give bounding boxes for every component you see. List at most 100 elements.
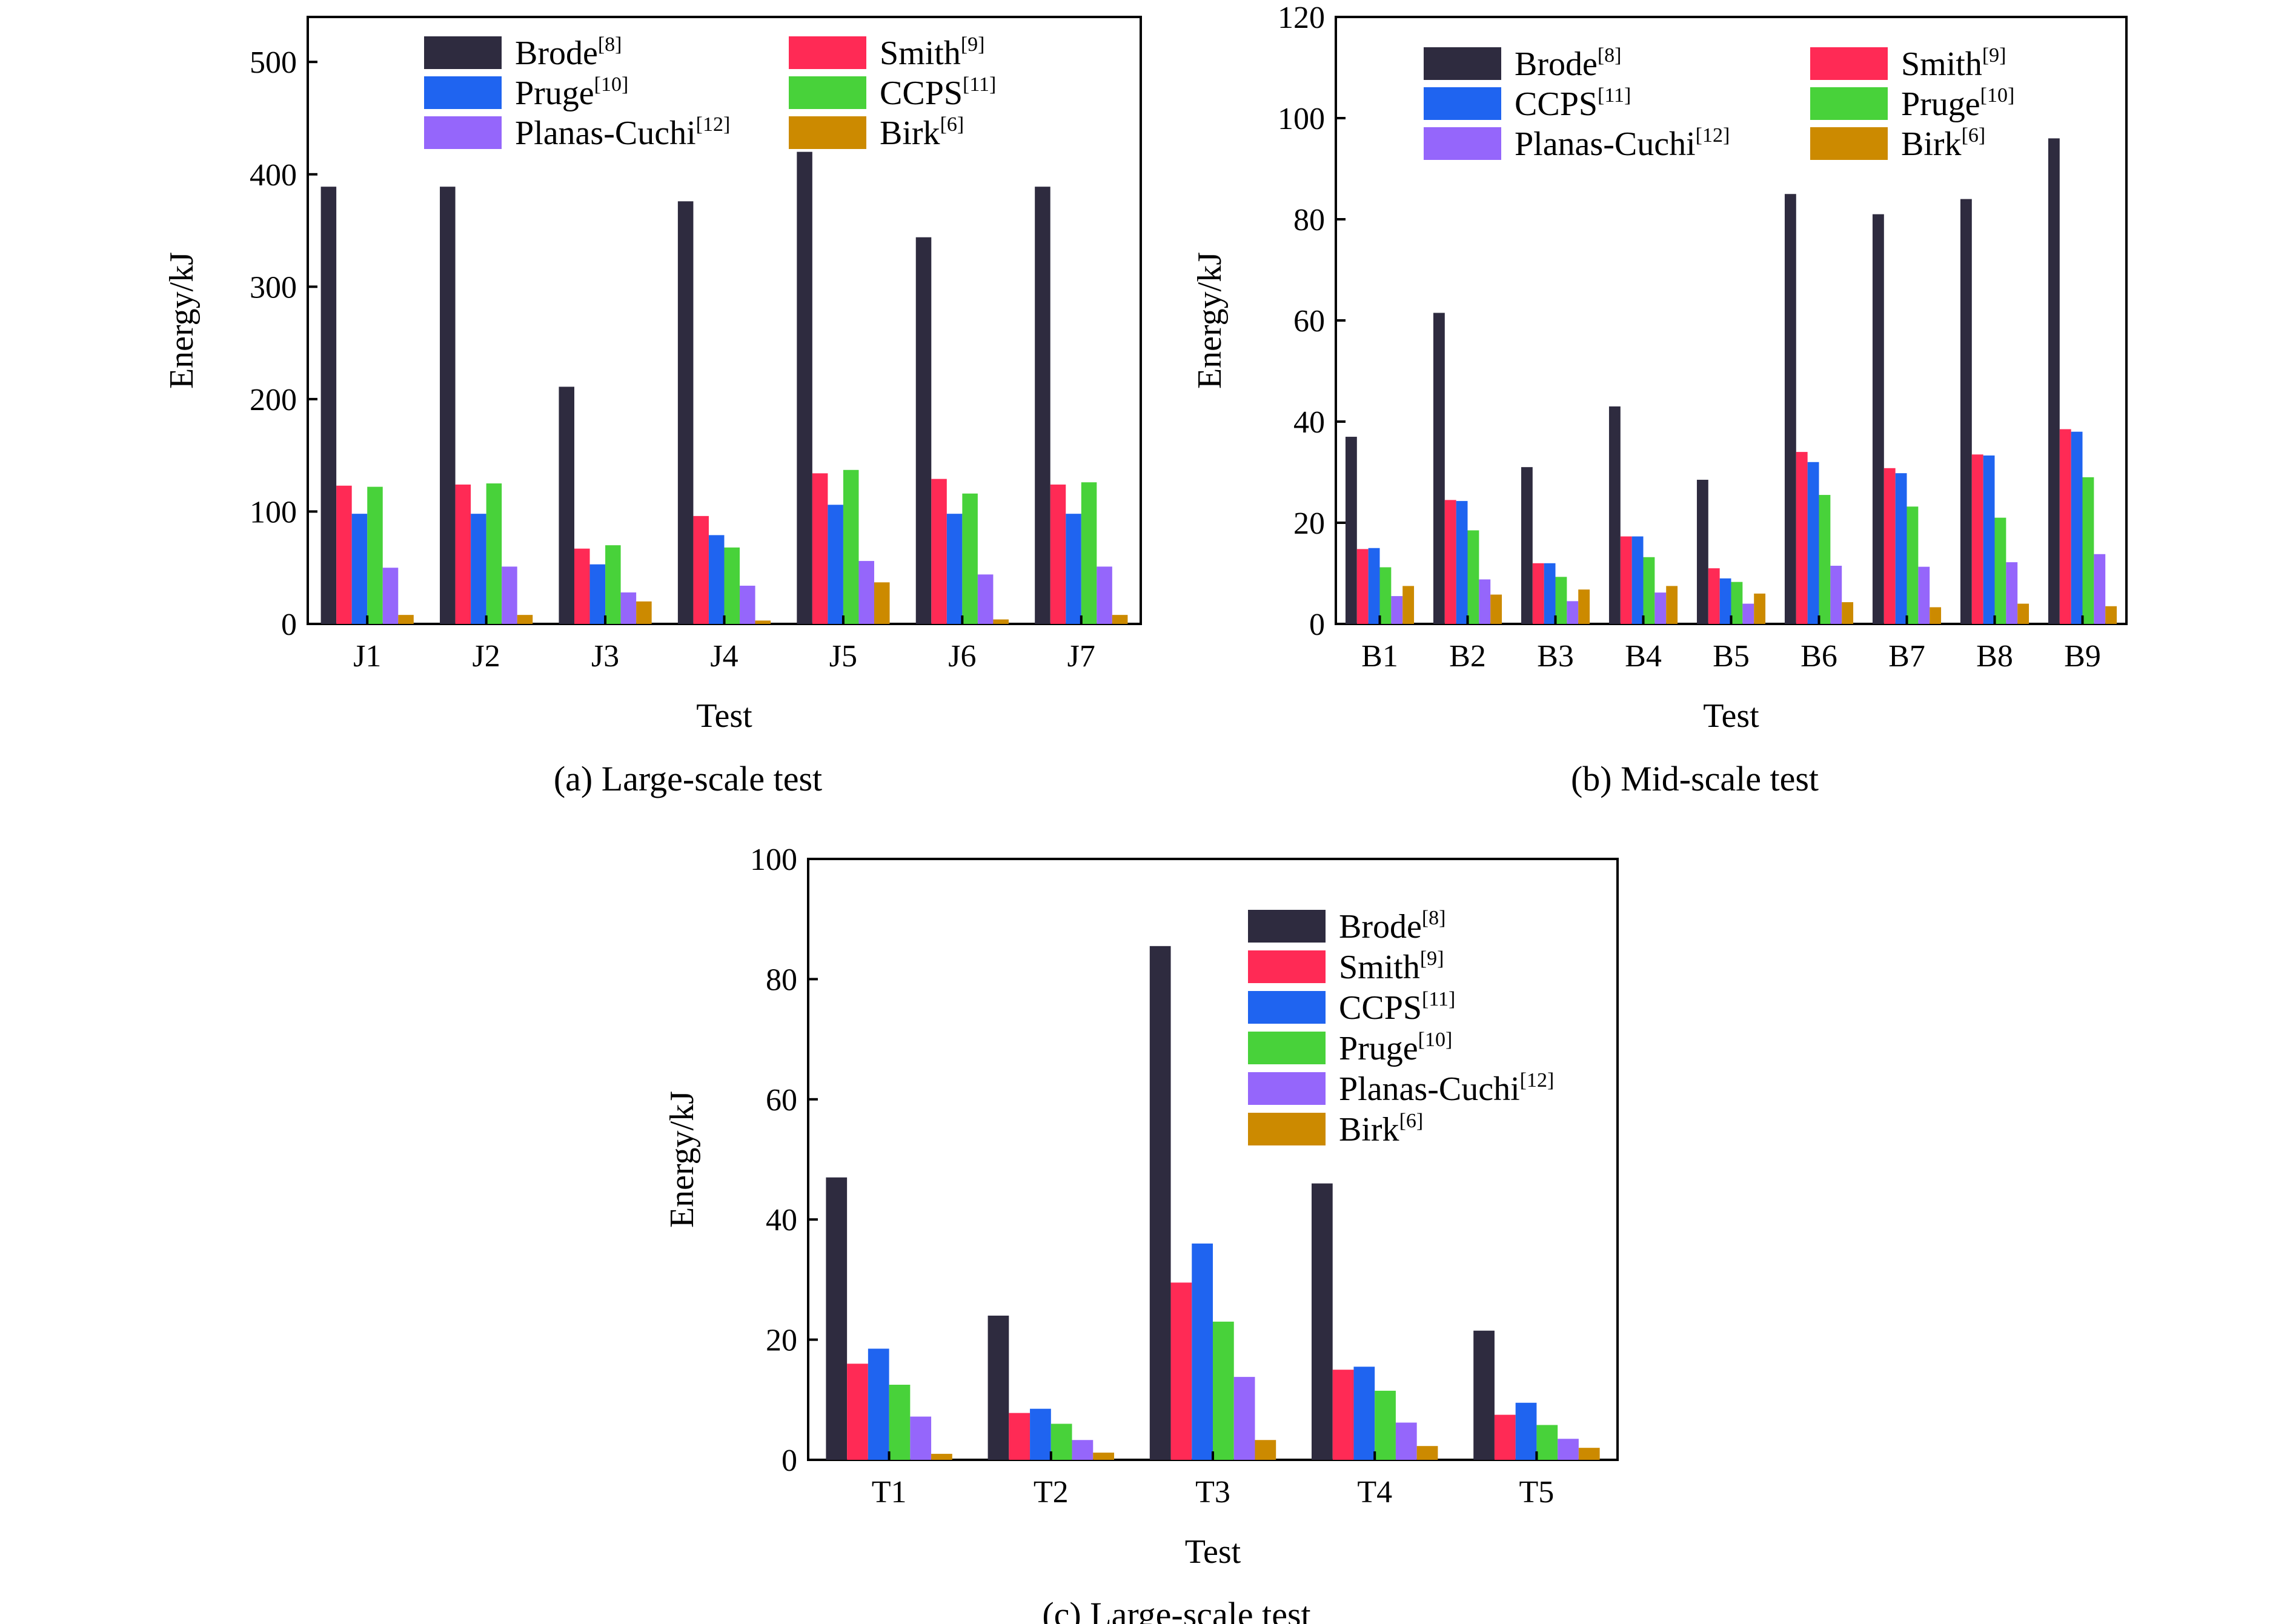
- legend-swatch: [789, 116, 866, 149]
- bar-birk-b4: [1666, 586, 1678, 624]
- bar-birk-b6: [1842, 602, 1854, 624]
- bar-ccps-b7: [1895, 473, 1907, 624]
- legend-swatch: [424, 36, 502, 69]
- legend-reference: [6]: [940, 113, 964, 136]
- legend-label: CCPS[11]: [1339, 988, 1455, 1027]
- legend-swatch: [789, 36, 866, 69]
- legend-swatch: [1248, 991, 1326, 1024]
- x-tick-label: J2: [473, 639, 500, 674]
- x-axis-label: Test: [1703, 697, 1759, 735]
- bar-birk-j4: [755, 620, 771, 624]
- bar-planas-cuchi-b6: [1830, 565, 1842, 624]
- bar-smith-t1: [847, 1364, 868, 1460]
- y-tick-label: 100: [1278, 102, 1325, 136]
- bar-smith-j3: [574, 548, 590, 624]
- x-tick-label: B5: [1713, 639, 1750, 674]
- bar-birk-b2: [1490, 594, 1502, 624]
- bar-planas-cuchi-b4: [1654, 592, 1667, 624]
- legend-swatch: [424, 76, 502, 109]
- legend-series-name: CCPS: [1339, 989, 1422, 1027]
- x-tick-label: T4: [1357, 1475, 1392, 1510]
- bar-ccps-b9: [2071, 431, 2083, 624]
- y-tick-label: 60: [766, 1083, 797, 1118]
- legend-label: Pruge[10]: [1901, 84, 2014, 123]
- bar-planas-cuchi-t1: [910, 1416, 932, 1460]
- legend-series-name: Planas-Cuchi: [1515, 125, 1696, 163]
- legend-label: Smith[9]: [1901, 44, 2006, 83]
- x-tick-label: B3: [1537, 639, 1574, 674]
- legend-swatch: [1810, 127, 1888, 160]
- legend-item-ccps: CCPS[11]: [1248, 988, 1455, 1027]
- x-tick-label: J6: [948, 639, 976, 674]
- legend-reference: [8]: [1422, 907, 1446, 929]
- legend-item-smith: Smith[9]: [1248, 947, 1444, 986]
- x-tick-label: B8: [1976, 639, 2013, 674]
- bar-brode-t3: [1149, 946, 1171, 1460]
- x-tick-label: B1: [1361, 639, 1398, 674]
- legend-series-name: Pruge: [1901, 85, 1980, 123]
- y-tick-label: 60: [1293, 304, 1325, 339]
- bar-ccps-t2: [1030, 1408, 1051, 1460]
- bar-brode-j6: [915, 237, 932, 624]
- bar-pruge-b8: [1994, 517, 2006, 624]
- legend-label: Birk[6]: [1339, 1110, 1423, 1148]
- bar-planas-cuchi-t3: [1233, 1377, 1255, 1460]
- legend-label: Smith[9]: [880, 33, 984, 72]
- legend-series-name: Smith: [1339, 949, 1420, 986]
- legend-label: Brode[8]: [515, 33, 622, 72]
- x-tick-label: T3: [1195, 1475, 1230, 1510]
- bar-birk-j3: [636, 601, 652, 624]
- bar-smith-j2: [455, 484, 471, 624]
- bar-brode-b2: [1433, 313, 1445, 624]
- legend-series-name: CCPS: [1515, 85, 1598, 123]
- x-tick-label: B7: [1888, 639, 1925, 674]
- x-tick-label: T5: [1519, 1475, 1555, 1510]
- legend-item-ccps: CCPS[11]: [1424, 84, 1631, 123]
- legend: Brode[8]Smith[9]CCPS[11]Pruge[10]Planas-…: [1248, 907, 1554, 1148]
- bar-smith-j7: [1050, 484, 1066, 624]
- y-tick-label: 400: [250, 158, 297, 193]
- legend-label: Birk[6]: [1901, 124, 1985, 163]
- bar-planas-cuchi-j5: [858, 561, 874, 624]
- y-tick-label: 0: [782, 1443, 797, 1478]
- legend-series-name: Pruge: [1339, 1030, 1418, 1067]
- bar-planas-cuchi-t4: [1395, 1422, 1417, 1460]
- legend-label: Pruge[10]: [1339, 1029, 1452, 1067]
- bar-birk-t2: [1093, 1453, 1115, 1460]
- bar-smith-b5: [1708, 568, 1720, 624]
- y-tick-label: 40: [766, 1203, 797, 1238]
- bar-ccps-b3: [1544, 563, 1556, 624]
- legend-series-name: Planas-Cuchi: [515, 114, 696, 152]
- bar-ccps-b8: [1983, 455, 1995, 624]
- bar-brode-j5: [797, 151, 812, 624]
- legend-swatch: [424, 116, 502, 149]
- bar-planas-cuchi-j4: [740, 585, 755, 624]
- y-axis-label: Energy/kJ: [163, 252, 201, 389]
- legend-swatch: [1248, 910, 1326, 943]
- chart-caption: (b) Mid-scale test: [1571, 759, 1819, 798]
- legend-reference: [11]: [1598, 84, 1631, 107]
- bar-brode-t1: [826, 1177, 848, 1460]
- bar-planas-cuchi-b2: [1479, 579, 1491, 624]
- bar-birk-j5: [874, 582, 890, 624]
- bar-ccps-b1: [1368, 548, 1380, 624]
- bar-pruge-t5: [1536, 1425, 1558, 1460]
- bar-pruge-t4: [1375, 1390, 1396, 1460]
- legend-series-name: Smith: [1901, 45, 1982, 83]
- bar-planas-cuchi-b7: [1918, 566, 1930, 624]
- bar-pruge-j7: [1066, 514, 1081, 624]
- chart-a: 0 100 200 300 400 500 J1 J2 J3 J4 J5 J6 J7 Test Energy…: [163, 16, 1142, 798]
- legend-item-birk: Birk[6]: [1248, 1110, 1423, 1148]
- bar-pruge-t1: [889, 1385, 911, 1460]
- legend-reference: [11]: [1422, 988, 1455, 1010]
- legend-series-name: Birk: [880, 114, 940, 152]
- chart-b: 0 20 40 60 80 100 120 B1 B2 B3 B4 B5 B6 B7 B8 B9 Test Ene…: [1191, 1, 2128, 798]
- bar-smith-j1: [336, 485, 352, 624]
- bar-ccps-b2: [1456, 501, 1468, 624]
- bar-brode-j4: [677, 201, 694, 624]
- legend-label: Planas-Cuchi[12]: [1339, 1069, 1554, 1108]
- legend-swatch: [789, 76, 866, 109]
- legend-reference: [12]: [1520, 1069, 1555, 1092]
- legend-swatch: [1424, 47, 1501, 80]
- legend-reference: [9]: [1420, 947, 1444, 970]
